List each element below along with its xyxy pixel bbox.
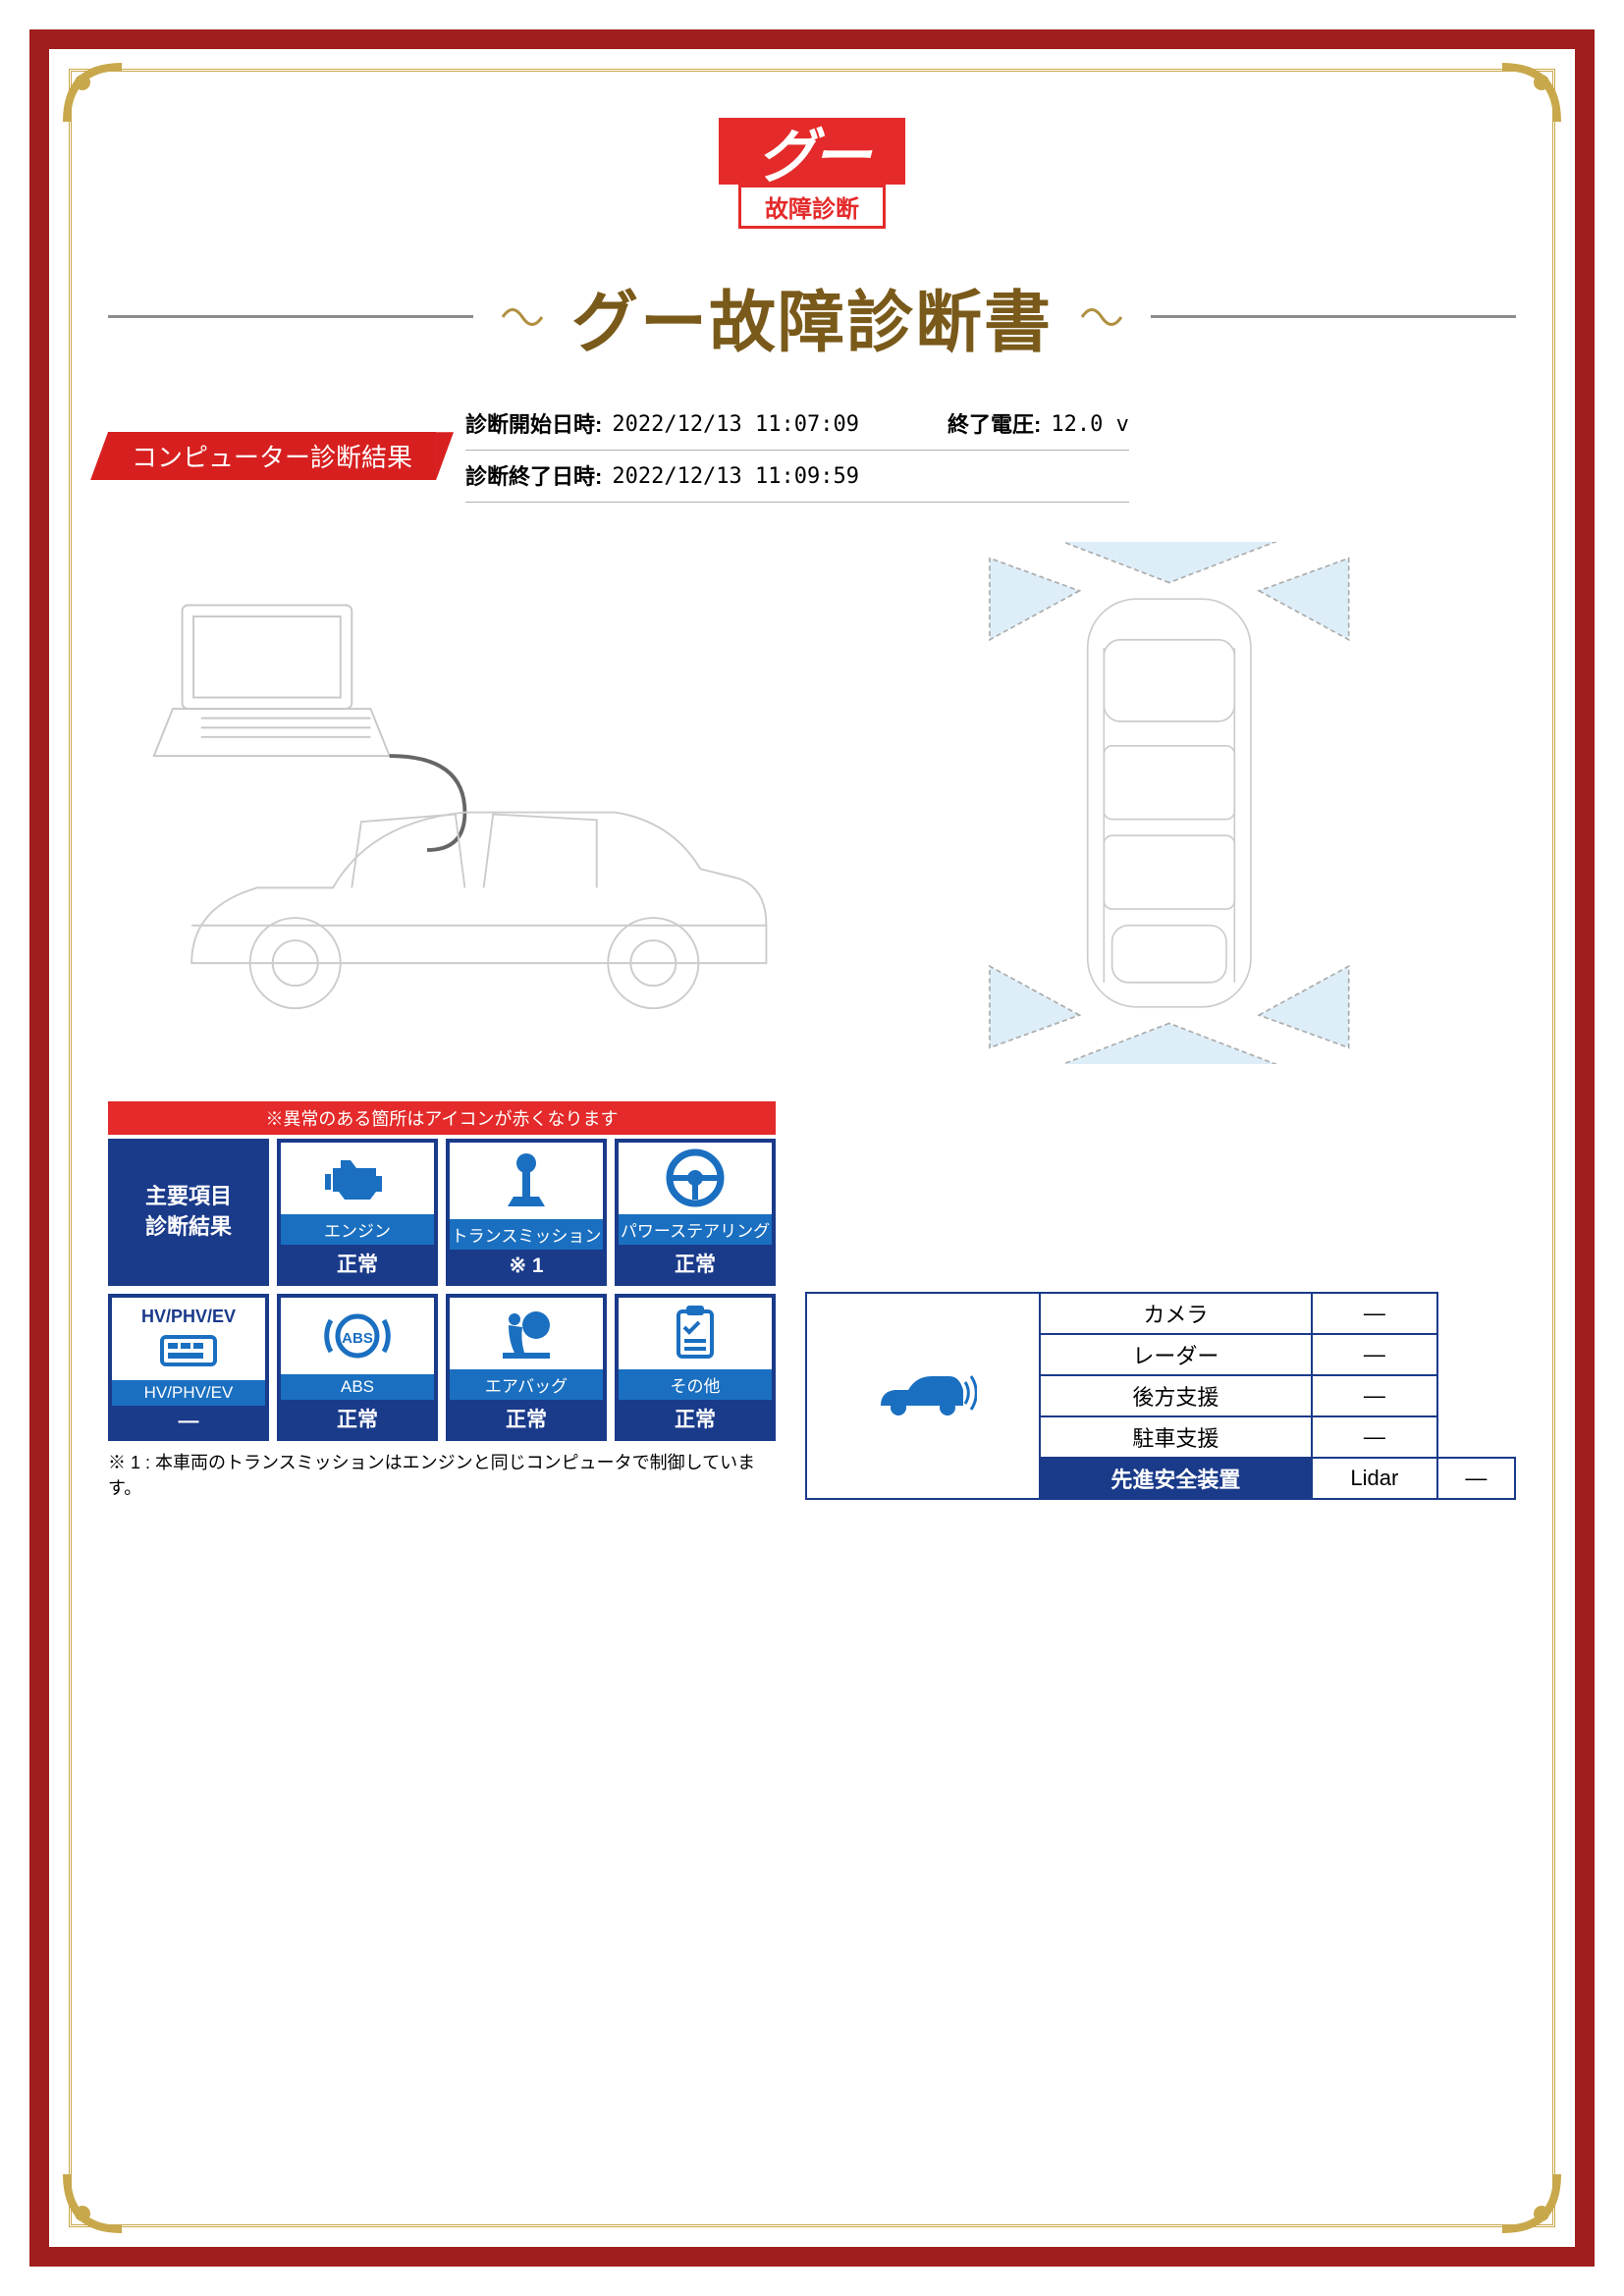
title-rule-right bbox=[1151, 315, 1516, 318]
section-tab: コンピューター診断結果 bbox=[108, 432, 436, 480]
result-label: トランスミッション bbox=[450, 1219, 603, 1250]
title-row: グー故障診断書 bbox=[108, 268, 1516, 365]
svg-text:ABS: ABS bbox=[342, 1330, 373, 1347]
result-transmission: トランスミッション ※ 1 bbox=[446, 1139, 607, 1286]
result-status: 正常 bbox=[619, 1245, 772, 1282]
car-side-svg bbox=[126, 542, 785, 1064]
result-abs: ABS ABS 正常 bbox=[277, 1294, 438, 1441]
section-header-row: コンピューター診断結果 診断開始日時: 2022/12/13 11:07:09 … bbox=[108, 404, 1516, 508]
safety-header: 先進安全装置 bbox=[1040, 1458, 1312, 1499]
result-airbag: エアバッグ 正常 bbox=[446, 1294, 607, 1441]
safety-table-wrap: カメラ ― レーダー― 後方支援― 駐車支援― 先進安全装置 Lidar ― bbox=[805, 1101, 1516, 1500]
results-header: 主要項目 診断結果 bbox=[108, 1139, 269, 1286]
result-steering: パワーステアリング 正常 bbox=[615, 1139, 776, 1286]
meta-end-label: 診断終了日時: bbox=[465, 456, 602, 498]
meta-start-label: 診断開始日時: bbox=[465, 404, 602, 446]
steering-icon bbox=[619, 1143, 772, 1214]
meta-voltage-label: 終了電圧: bbox=[947, 404, 1041, 446]
car-top-diagram bbox=[822, 528, 1516, 1078]
safety-row-value: ― bbox=[1312, 1293, 1437, 1334]
logo-block: グー 故障診断 bbox=[108, 118, 1516, 229]
footnote: ※ 1 : 本車両のトランスミッションはエンジンと同じコンピュータで制御していま… bbox=[108, 1449, 776, 1500]
safety-row-value: ― bbox=[1437, 1458, 1515, 1499]
warning-bar: ※異常のある箇所はアイコンが赤くなります bbox=[108, 1101, 776, 1135]
results-area: ※異常のある箇所はアイコンが赤くなります 主要項目 診断結果 エンジン 正常 bbox=[108, 1101, 1516, 1500]
safety-row-label: 駐車支援 bbox=[1040, 1416, 1312, 1458]
result-grid: 主要項目 診断結果 エンジン 正常 トランスミッション ※ 1 bbox=[108, 1139, 776, 1441]
safety-row-label: 後方支援 bbox=[1040, 1375, 1312, 1416]
safety-row-value: ― bbox=[1312, 1416, 1437, 1458]
result-other: その他 正常 bbox=[615, 1294, 776, 1441]
result-status: ― bbox=[112, 1406, 265, 1437]
meta-voltage-value: 12.0 v bbox=[1051, 404, 1128, 446]
result-status: ※ 1 bbox=[450, 1250, 603, 1282]
content-area: グー 故障診断 グー故障診断書 コンピューター診断結果 診断開始日時: 2022… bbox=[108, 108, 1516, 2188]
car-top-svg bbox=[839, 542, 1499, 1064]
abs-icon: ABS bbox=[281, 1298, 434, 1374]
diagram-area bbox=[108, 528, 1516, 1078]
page-title: グー故障診断書 bbox=[571, 268, 1053, 365]
safety-table: カメラ ― レーダー― 後方支援― 駐車支援― 先進安全装置 Lidar ― bbox=[805, 1292, 1516, 1500]
meta-table: 診断開始日時: 2022/12/13 11:07:09 終了電圧: 12.0 v… bbox=[465, 404, 1129, 508]
result-grid-wrap: ※異常のある箇所はアイコンが赤くなります 主要項目 診断結果 エンジン 正常 bbox=[108, 1101, 776, 1500]
flourish-right-icon bbox=[1072, 297, 1131, 337]
result-status: 正常 bbox=[619, 1400, 772, 1437]
meta-start-value: 2022/12/13 11:07:09 bbox=[612, 404, 859, 446]
result-engine: エンジン 正常 bbox=[277, 1139, 438, 1286]
safety-row-label: Lidar bbox=[1312, 1458, 1437, 1499]
safety-row-value: ― bbox=[1312, 1334, 1437, 1375]
hv-icon: HV/PHV/EV bbox=[112, 1298, 265, 1380]
airbag-icon bbox=[450, 1298, 603, 1369]
brand-logo: グー bbox=[719, 118, 905, 185]
result-label: エンジン bbox=[281, 1214, 434, 1245]
result-status: 正常 bbox=[281, 1400, 434, 1437]
safety-car-icon-cell bbox=[806, 1293, 1040, 1499]
result-label: パワーステアリング bbox=[619, 1214, 772, 1245]
transmission-icon bbox=[450, 1143, 603, 1219]
certificate-frame: グー 故障診断 グー故障診断書 コンピューター診断結果 診断開始日時: 2022… bbox=[29, 29, 1595, 2267]
safety-row-value: ― bbox=[1312, 1375, 1437, 1416]
safety-car-icon bbox=[869, 1359, 977, 1427]
result-hv: HV/PHV/EV HV/PHV/EV ― bbox=[108, 1294, 269, 1441]
result-label: エアバッグ bbox=[450, 1369, 603, 1400]
result-label: ABS bbox=[281, 1374, 434, 1400]
safety-row-label: カメラ bbox=[1040, 1293, 1312, 1334]
flourish-left-icon bbox=[493, 297, 552, 337]
result-status: 正常 bbox=[450, 1400, 603, 1437]
clipboard-icon bbox=[619, 1298, 772, 1369]
result-label: その他 bbox=[619, 1369, 772, 1400]
engine-icon bbox=[281, 1143, 434, 1214]
result-label: HV/PHV/EV bbox=[112, 1380, 265, 1406]
meta-end-value: 2022/12/13 11:09:59 bbox=[612, 456, 859, 498]
title-rule-left bbox=[108, 315, 473, 318]
brand-caption: 故障診断 bbox=[738, 185, 886, 229]
safety-row-label: レーダー bbox=[1040, 1334, 1312, 1375]
car-side-diagram bbox=[108, 528, 802, 1078]
hv-top-text: HV/PHV/EV bbox=[141, 1307, 236, 1327]
result-status: 正常 bbox=[281, 1245, 434, 1282]
